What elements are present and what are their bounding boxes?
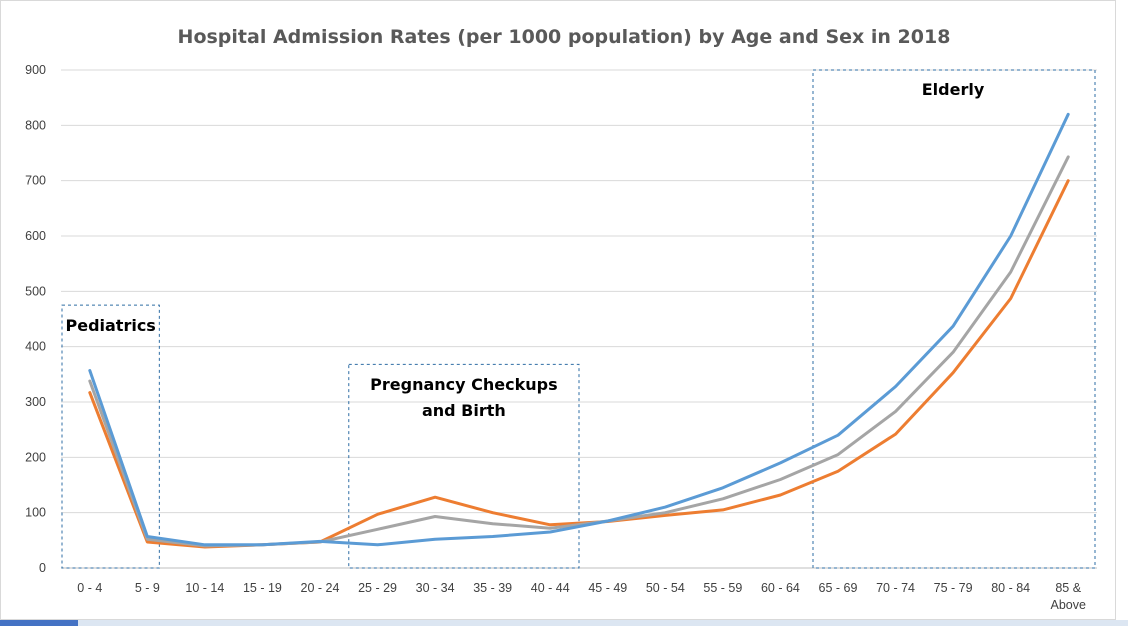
series-lines (88, 112, 1070, 549)
x-tick-label: 15 - 19 (243, 581, 282, 595)
annotation-label: Pregnancy Checkups (370, 375, 557, 394)
x-tick-label: 55 - 59 (703, 581, 742, 595)
chart-title: Hospital Admission Rates (per 1000 popul… (178, 26, 951, 48)
x-tick-label: 80 - 84 (991, 581, 1030, 595)
bottom-scrollbar-track (0, 620, 1128, 626)
x-tick-label: 60 - 64 (761, 581, 800, 595)
x-tick-label: 0 - 4 (77, 581, 102, 595)
y-tick-label: 500 (25, 284, 46, 298)
x-tick-label: 65 - 69 (819, 581, 858, 595)
y-tick-label: 600 (25, 229, 46, 243)
annotation-box (812, 69, 1096, 569)
y-tick-label: 200 (25, 450, 46, 464)
gridlines (61, 69, 1097, 569)
annotation-box (348, 363, 580, 569)
line-chart: Hospital Admission Rates (per 1000 popul… (25, 26, 1097, 612)
annotation-boxes: Pediatrics Pregnancy Checkups and Birth Eld… (61, 69, 1096, 569)
y-tick-label: 800 (25, 118, 46, 132)
x-tick-label: 75 - 79 (934, 581, 973, 595)
y-tick-label: 300 (25, 395, 46, 409)
x-tick-label: 35 - 39 (473, 581, 512, 595)
series-line (88, 155, 1070, 548)
x-tick-label: 25 - 29 (358, 581, 397, 595)
x-tick-label: 20 - 24 (301, 581, 340, 595)
annotation-label: Elderly (922, 80, 985, 99)
x-tick-label: 45 - 49 (588, 581, 627, 595)
chart-frame: Hospital Admission Rates (per 1000 popul… (0, 0, 1116, 620)
y-tick-label: 400 (25, 340, 46, 354)
x-tick-label: 85 & (1055, 581, 1081, 595)
y-axis-ticks: 0 100 200 300 400 500 600 700 800 900 (25, 63, 46, 575)
y-tick-label: 100 (25, 506, 46, 520)
y-tick-label: 700 (25, 174, 46, 188)
x-tick-label: 5 - 9 (135, 581, 160, 595)
x-tick-label: Above (1050, 598, 1085, 612)
series-line (88, 112, 1070, 547)
x-tick-label: 50 - 54 (646, 581, 685, 595)
y-tick-label: 0 (39, 561, 46, 575)
annotation-label: Pediatrics (65, 316, 155, 335)
x-tick-label: 30 - 34 (416, 581, 455, 595)
bottom-scrollbar-thumb[interactable] (0, 620, 78, 626)
annotation-label: and Birth (422, 401, 506, 420)
x-axis-ticks: 0 - 4 5 - 9 10 - 14 15 - 19 20 - 24 25 - 29 30… (77, 581, 1086, 612)
x-tick-label: 40 - 44 (531, 581, 570, 595)
x-tick-label: 70 - 74 (876, 581, 915, 595)
annotation-box (61, 304, 160, 569)
y-tick-label: 900 (25, 63, 46, 77)
x-tick-label: 10 - 14 (185, 581, 224, 595)
